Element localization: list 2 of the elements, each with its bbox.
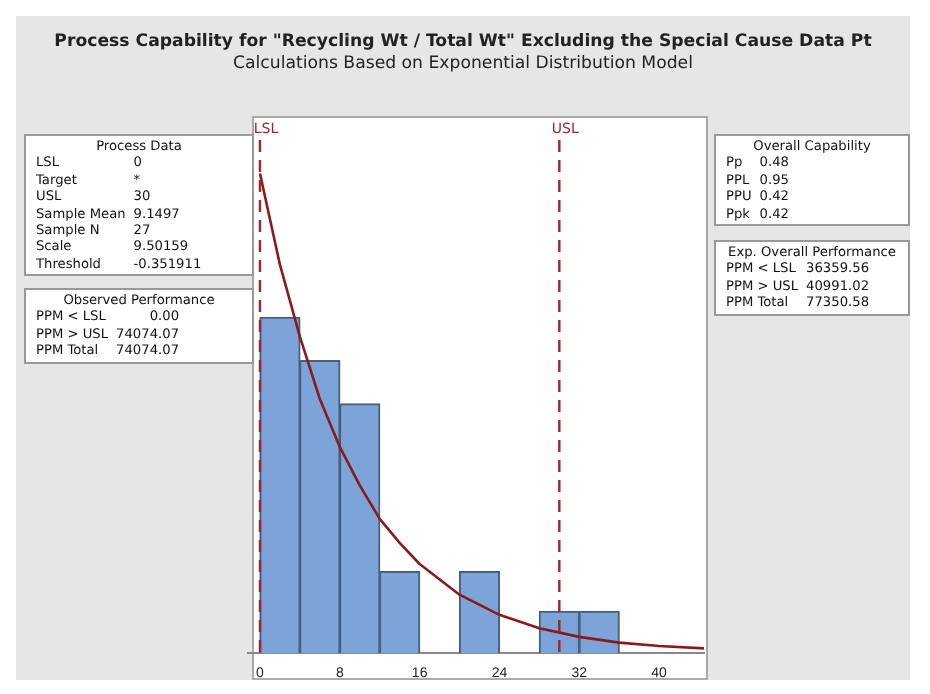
chart-title: Process Capability for "Recycling Wt / Total Wt" Excluding the Special Cause Data Pt [52,32,874,54]
chart-subtitle: Calculations Based on Exponential Distribution Model [231,54,695,76]
